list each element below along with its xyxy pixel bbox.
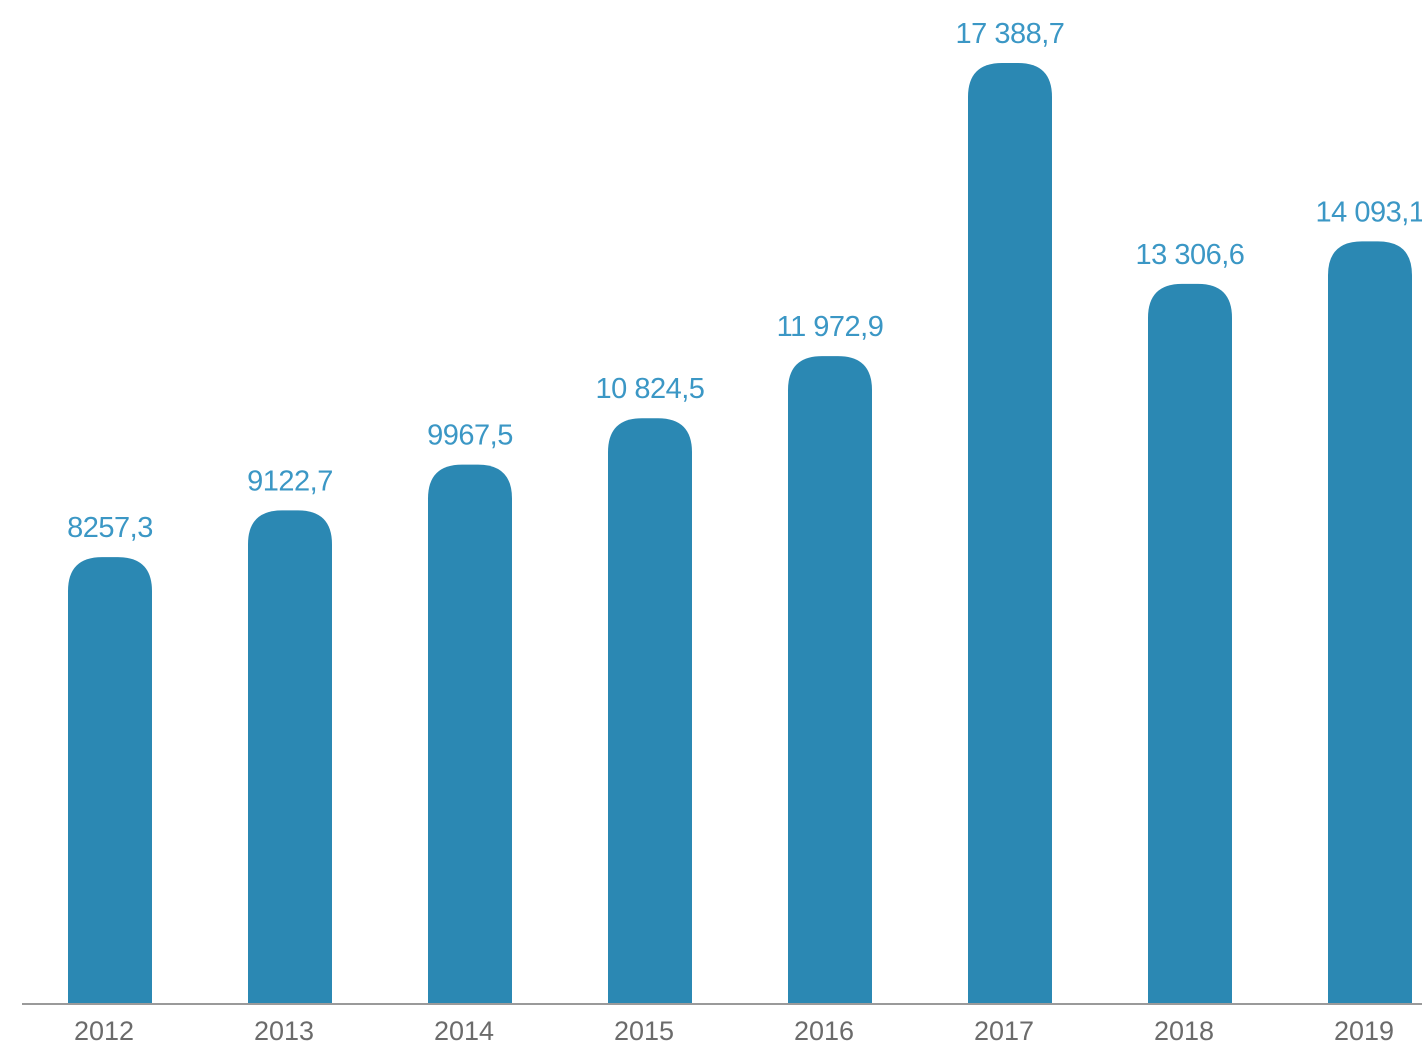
bar-2013 xyxy=(248,510,332,1004)
value-label-2019: 14 093,1 xyxy=(1316,196,1422,228)
bar-2015 xyxy=(608,418,692,1004)
x-tick-label-2016: 2016 xyxy=(794,1016,854,1043)
value-label-2017: 17 388,7 xyxy=(956,18,1065,50)
x-tick-label-2015: 2015 xyxy=(614,1016,674,1043)
value-label-2016: 11 972,9 xyxy=(777,311,884,343)
x-tick-label-2013: 2013 xyxy=(254,1016,314,1043)
value-label-2014: 9967,5 xyxy=(427,420,513,452)
value-labels-group: 8257,3 9122,7 9967,5 10 824,5 11 972,9 17 388… xyxy=(67,18,1422,544)
x-tick-label-2017: 2017 xyxy=(974,1016,1034,1043)
x-tick-label-2014: 2014 xyxy=(434,1016,494,1043)
bars-group xyxy=(68,63,1412,1005)
value-label-2015: 10 824,5 xyxy=(596,373,705,405)
bar-2018 xyxy=(1148,283,1232,1005)
value-label-2018: 13 306,6 xyxy=(1136,239,1245,271)
bar-2012 xyxy=(68,557,152,1004)
bar-2014 xyxy=(428,464,512,1004)
x-tick-label-2019: 2019 xyxy=(1334,1016,1394,1043)
x-tick-labels-group: 2012 2013 2014 2015 2016 2017 2018 2019 xyxy=(74,1016,1394,1043)
x-tick-label-2012: 2012 xyxy=(74,1016,134,1043)
value-label-2012: 8257,3 xyxy=(67,512,153,544)
bar-2016 xyxy=(788,356,872,1004)
x-tick-label-2018: 2018 xyxy=(1154,1016,1214,1043)
value-label-2013: 9122,7 xyxy=(247,465,333,497)
bar-2019 xyxy=(1328,241,1412,1004)
bar-2017 xyxy=(968,63,1052,1004)
